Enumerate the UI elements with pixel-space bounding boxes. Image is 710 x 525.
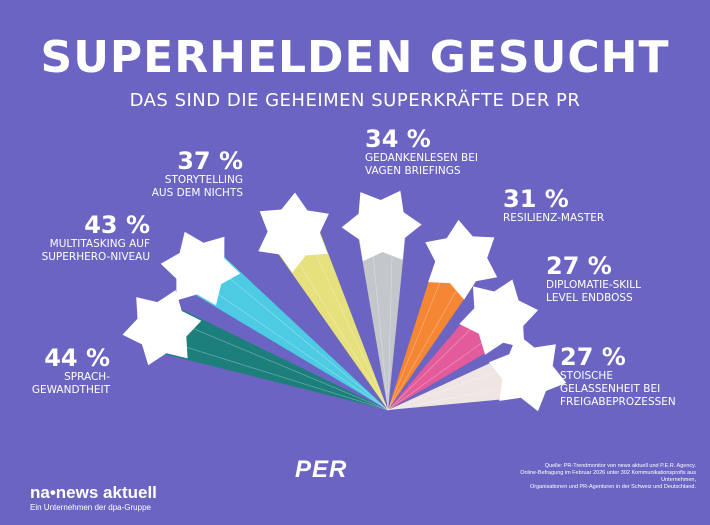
category-label-line: DIPLOMATIE-SKILL [546,279,641,291]
source-line: Organisationen und PR-Agenturen in der S… [529,484,696,490]
category-label-line: GEWANDTHEIT [31,384,110,396]
ray-streak [200,254,389,411]
category-label-line: RESILIENZ-MASTER [503,212,605,224]
source-line: Online-Befragung im Februar 2026 unter 3… [520,470,696,483]
category-label-line: SUPERHERO-NIVEAU [41,251,150,263]
value-label: 31 % [503,185,569,213]
value-label: 37 % [177,147,243,175]
ray-bar-1 [145,300,388,410]
value-label: 44 % [44,344,110,372]
star-icon [258,192,329,273]
category-label-line: GELASSENHEIT BEI [560,383,661,395]
ray-bar-4 [355,217,408,410]
ray-streak [186,272,389,411]
label-multitasking: 43 % MULTITASKING AUF SUPERHERO-NIVEAU [42,212,150,264]
star-icon [489,334,567,412]
label-diplomatie: 27 % DIPLOMATIE-SKILL LEVEL ENDBOSS [546,253,641,305]
label-gedankenlesen: 34 % GEDANKENLESEN BEI VAGEN BRIEFINGS [365,126,478,178]
label-storytelling: 37 % STORYTELLING AUS DEM NICHTS [152,148,243,200]
brand-subline: Ein Unternehmen der dpa-Gruppe [30,503,151,512]
category-label-line: SPRACH- [64,371,110,383]
ray-streak [158,313,389,411]
page-subtitle: DAS SIND DIE GEHEIMEN SUPERKRÄFTE DER PR [129,90,581,111]
page-title: SUPERHELDEN GESUCHT [40,32,670,83]
star-icon [122,290,202,366]
category-label-line: STOISCHE [560,370,613,382]
per-agency-logo: PER [295,456,348,483]
value-label: 43 % [84,211,150,239]
source-note: Quelle: PR-Trendmonitor von news aktuell… [486,463,696,491]
category-label-line: VAGEN BRIEFINGS [365,165,461,177]
news-aktuell-logo: na•news aktuell Ein Unternehmen der dpa-… [30,484,157,514]
label-sprachgewandtheit: 44 % SPRACH- GEWANDTHEIT [32,345,110,397]
star-icon [160,231,241,306]
value-label: 34 % [365,125,431,153]
label-gelassenheit: 27 % STOISCHE GELASSENHEIT BEI FREIGABEP… [560,344,676,409]
source-line: Quelle: PR-Trendmonitor von news aktuell… [544,463,696,469]
brand-name: na•news aktuell [30,483,157,502]
label-resilienz: 31 % RESILIENZ-MASTER [503,186,604,225]
star-icon [425,219,498,300]
category-label-line: GEDANKENLESEN BEI [365,152,478,164]
category-label-line: AUS DEM NICHTS [151,187,243,199]
value-label: 27 % [560,343,626,371]
category-label-line: LEVEL ENDBOSS [546,292,633,304]
ray-bar-2 [178,243,388,410]
star-icon [341,190,422,262]
value-label: 27 % [546,252,612,280]
category-label-line: MULTITASKING AUF [49,238,150,250]
category-label-line: STORYTELLING [164,174,243,186]
category-label-line: FREIGABEPROZESSEN [560,396,676,408]
ray-streak [150,335,389,411]
